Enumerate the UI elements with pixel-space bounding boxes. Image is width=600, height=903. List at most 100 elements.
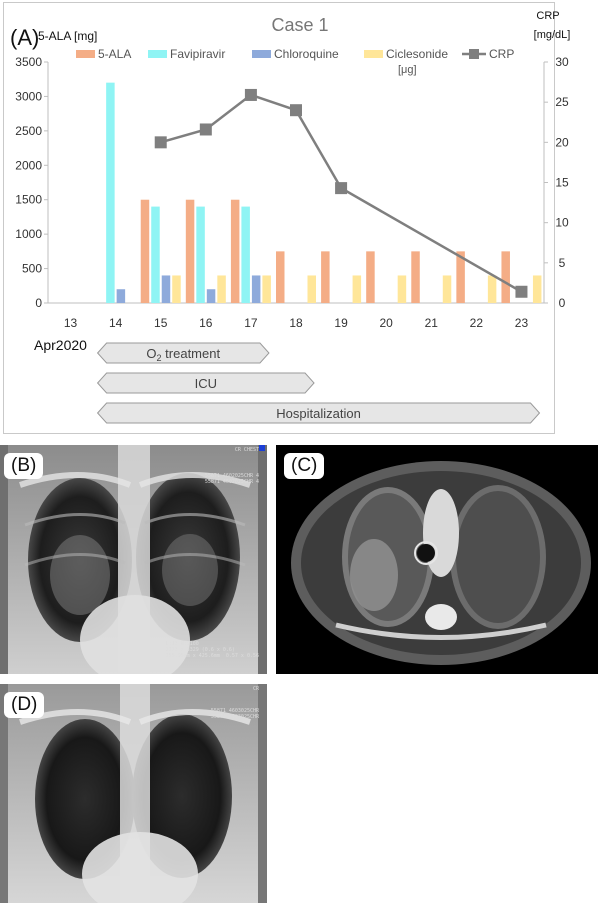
bar-5-ala <box>321 251 330 303</box>
y-tick-label-right: 5 <box>559 256 566 270</box>
chart-marks: 0 500 1000 1500 2000 2500 3000 3500 0 5 10 15 20 25 30… <box>15 55 569 330</box>
right-axis-title-line2: [mg/dL] <box>534 29 571 41</box>
x-tick-label: 17 <box>244 316 258 330</box>
o2-suffix: treatment <box>162 346 221 361</box>
y-tick-label-left: 2000 <box>15 158 42 172</box>
crp-point <box>244 88 257 101</box>
o2-prefix: O <box>146 346 156 361</box>
y-tick-label-left: 3000 <box>15 89 42 103</box>
xray-b-corner-text: CR CHEST <box>234 447 259 453</box>
x-tick-label: 21 <box>425 316 439 330</box>
timelines: ICU Hospitalization <box>96 372 541 424</box>
bar-5-ala <box>456 251 465 303</box>
timeline-icu-arrow <box>96 372 315 394</box>
bar-ciclesonide <box>217 275 226 303</box>
panel-d-label: (D) <box>4 692 45 718</box>
x-tick-label: 16 <box>199 316 213 330</box>
crp-point <box>335 182 348 195</box>
y-tick-label-right: 10 <box>555 216 569 230</box>
xray-d-image <box>0 684 267 903</box>
legend-label-crp: CRP <box>489 47 514 61</box>
x-tick-label: 20 <box>380 316 394 330</box>
xray-b-info-text: L:13 W:9100 2373 x 3329 (0.6 x 0.6) 355.… <box>165 641 259 659</box>
panel-c-label: (C) <box>284 453 325 479</box>
bar-ciclesonide <box>172 275 181 303</box>
timeline-icu-label: ICU <box>195 376 217 391</box>
bar-chloroquine <box>251 275 261 303</box>
panel-a-label: (A) <box>10 25 39 50</box>
bar-favipiravir <box>106 82 115 304</box>
legend-marker-crp <box>469 49 479 59</box>
y-tick-label-left: 1000 <box>15 227 42 241</box>
y-tick-label-left: 3500 <box>15 55 42 69</box>
bar-ciclesonide <box>442 275 452 303</box>
right-axis-title-line1: CRP <box>536 10 559 22</box>
bar-chloroquine <box>161 275 171 303</box>
bar-5-ala <box>501 251 510 303</box>
legend-label-5-ala: 5-ALA <box>98 47 131 61</box>
bar-5-ala <box>411 251 420 303</box>
bar-ciclesonide <box>487 275 497 303</box>
legend-label-ciclesonide: Ciclesonide <box>386 47 448 61</box>
xray-b-id-text: 55871 4602025CHR 4 55871 4602025CHR 4 <box>204 473 259 485</box>
bar-5-ala <box>185 199 195 303</box>
bar-ciclesonide <box>532 275 542 303</box>
crp-point <box>515 285 528 298</box>
legend-swatch-favipiravir <box>148 50 167 58</box>
ct-panel-c: (C) <box>276 445 598 674</box>
x-tick-label: 18 <box>289 316 303 330</box>
bar-chloroquine <box>206 289 216 303</box>
y-tick-label-left: 2500 <box>15 124 42 138</box>
crp-point <box>154 136 167 149</box>
bar-favipiravir <box>151 206 160 303</box>
x-tick-label: 14 <box>109 316 123 330</box>
x-tick-label: 23 <box>515 316 529 330</box>
x-tick-label: 15 <box>154 316 168 330</box>
left-axis-title: 5-ALA [mg] <box>38 29 97 43</box>
bar-chloroquine <box>116 289 126 303</box>
o2-subscript: 2 <box>157 353 162 363</box>
bar-ciclesonide <box>307 275 316 303</box>
bar-5-ala <box>276 251 285 303</box>
timeline-o2-arrow <box>96 342 270 364</box>
xray-panel-b: (B) CR CHEST 55871 4602025CHR 4 55871 46… <box>0 445 267 674</box>
bar-ciclesonide <box>397 275 407 303</box>
y-tick-label-left: 500 <box>22 262 42 276</box>
timeline-o2-label: O2 treatment <box>146 346 220 363</box>
bar-favipiravir <box>196 206 205 303</box>
y-tick-label-right: 30 <box>555 55 569 69</box>
chart-a-svg: (A) Case 1 5-ALA [mg] CRP [mg/dL] 5-ALA … <box>10 10 571 424</box>
ct-c-image <box>276 445 598 674</box>
legend-swatch-ciclesonide <box>364 50 383 58</box>
y-tick-label-left: 1500 <box>15 193 42 207</box>
crp-point <box>290 104 302 117</box>
x-tick-label: 22 <box>470 316 484 330</box>
xray-d-corner-text: CR <box>252 686 259 692</box>
bar-favipiravir <box>241 206 250 303</box>
y-tick-label-right: 25 <box>555 95 569 109</box>
bar-ciclesonide <box>262 275 271 303</box>
chart-panel-a <box>3 2 555 434</box>
crp-line <box>160 93 523 293</box>
legend-swatch-5-ala <box>76 50 95 58</box>
y-tick-label-right: 15 <box>555 176 569 190</box>
timeline-o2: O2 treatment <box>96 342 270 364</box>
xray-b-image <box>0 445 267 674</box>
x-tick-label: 19 <box>334 316 348 330</box>
xray-panel-d: (D) CR 55871 4603025CHR 55871 4603025CHR <box>0 684 267 903</box>
chart-legend: 5-ALA Favipiravir Chloroquine Ciclesonid… <box>76 47 514 76</box>
bar-5-ala <box>230 199 240 303</box>
y-tick-label-right: 20 <box>555 135 569 149</box>
bar-5-ala <box>366 251 375 303</box>
bar-ciclesonide <box>352 275 362 303</box>
chart-title: Case 1 <box>271 15 328 35</box>
y-tick-label-left: 0 <box>35 296 42 310</box>
legend-label-chloroquine: Chloroquine <box>274 47 339 61</box>
legend-ciclesonide-unit: [μg] <box>398 64 417 76</box>
x-tick-label: 13 <box>64 316 78 330</box>
xray-d-id-text: 55871 4603025CHR 55871 4603025CHR <box>210 708 259 720</box>
legend-swatch-chloroquine <box>252 50 271 58</box>
panel-b-label: (B) <box>4 453 44 479</box>
period-label: Apr2020 <box>34 337 87 353</box>
timeline-hospitalization-arrow <box>96 402 541 424</box>
